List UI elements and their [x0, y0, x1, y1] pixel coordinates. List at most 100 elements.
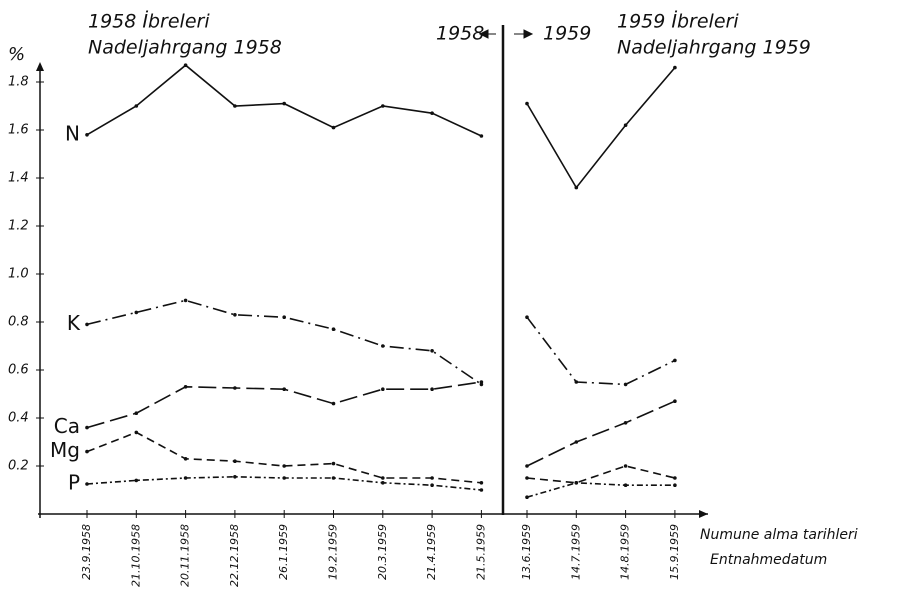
point: [479, 481, 484, 485]
x-tick-label: 23.9.1958: [80, 524, 93, 580]
point: [623, 123, 628, 127]
point: [183, 457, 188, 461]
point: [525, 315, 529, 320]
point: [479, 134, 484, 138]
point: [331, 461, 336, 466]
point: [134, 104, 139, 108]
point: [134, 310, 139, 315]
point: [430, 111, 434, 115]
y-tick-label: 0.4: [8, 411, 29, 426]
point: [381, 387, 385, 392]
y-tick-label: 1.2: [8, 219, 29, 234]
panel-subtitle: Nadeljahrgang 1959: [617, 37, 811, 59]
x-tick-label: 21.5.1959: [474, 524, 487, 580]
point: [381, 344, 385, 348]
y-tick-label: 1.0: [8, 267, 29, 282]
point: [525, 476, 529, 480]
point: [430, 349, 434, 353]
period-marker: 1959: [543, 23, 591, 45]
x-tick-label: 21.4.1959: [425, 524, 438, 580]
series-line: [86, 431, 482, 484]
point: [85, 425, 89, 430]
x-axis-label: Entnahmedatum: [710, 552, 827, 568]
x-tick-label: 15.9.1959: [668, 524, 681, 580]
y-tick-label: 1.6: [8, 123, 29, 138]
point: [430, 483, 434, 488]
point: [282, 315, 287, 320]
point: [673, 476, 677, 480]
point: [430, 476, 434, 480]
point: [233, 459, 237, 464]
point: [673, 358, 677, 363]
point: [331, 327, 336, 332]
y-tick-label: 0.6: [8, 363, 29, 378]
point: [85, 133, 89, 137]
point: [525, 101, 529, 106]
series-label: P: [68, 471, 80, 495]
x-tick-label: 19.2.1959: [327, 524, 340, 580]
point: [574, 440, 579, 444]
x-tick-label: 14.7.1959: [569, 524, 582, 580]
point: [233, 104, 237, 108]
x-tick-label: 22.12.1958: [228, 524, 241, 587]
period-marker: 1958: [436, 23, 484, 45]
point: [331, 401, 336, 406]
point: [381, 104, 385, 108]
point: [623, 464, 628, 468]
point: [525, 464, 529, 468]
point: [134, 430, 139, 435]
point: [623, 421, 628, 425]
series-label: N: [65, 121, 80, 145]
point: [233, 386, 237, 390]
point: [282, 101, 287, 106]
point: [85, 449, 89, 454]
point: [574, 481, 579, 485]
arrow-right: [514, 29, 534, 39]
point: [430, 387, 434, 392]
point: [574, 185, 579, 190]
series-line: [526, 481, 675, 498]
series-line: [526, 67, 676, 190]
panel-subtitle: Nadeljahrgang 1958: [88, 37, 282, 59]
series-line: [526, 465, 676, 484]
point: [673, 399, 677, 404]
point: [183, 298, 188, 303]
series-line: [526, 316, 676, 386]
series-line: [526, 400, 676, 467]
y-tick-label: 0.2: [8, 459, 29, 474]
y-axis-label: %: [8, 44, 25, 65]
arrow-left: [478, 29, 496, 39]
point: [673, 65, 677, 70]
point: [134, 411, 139, 416]
point: [381, 481, 385, 485]
x-tick-label: 26.1.1959: [277, 524, 290, 580]
point: [85, 322, 89, 327]
point: [331, 125, 336, 130]
point: [331, 476, 336, 480]
point: [183, 385, 188, 389]
x-tick-label: 20.11.1958: [179, 524, 192, 587]
point: [282, 464, 287, 468]
series-label: Ca: [54, 414, 80, 438]
point: [183, 63, 188, 67]
y-tick-label: 0.8: [8, 315, 29, 330]
point: [479, 488, 484, 492]
point: [525, 495, 529, 500]
point: [233, 475, 237, 479]
x-tick-label: 20.3.1959: [376, 524, 389, 580]
panel-title: 1959 İbreleri: [617, 10, 739, 33]
point: [623, 483, 628, 488]
series-label: K: [67, 311, 81, 335]
point: [381, 476, 385, 480]
point: [233, 313, 237, 317]
x-axis-label: Numune alma tarihleri: [700, 527, 858, 543]
point: [85, 482, 89, 486]
y-tick-label: 1.8: [8, 75, 29, 90]
point: [623, 382, 628, 387]
point: [282, 387, 287, 392]
point: [574, 380, 579, 384]
y-tick-label: 1.4: [8, 171, 29, 186]
point: [479, 380, 484, 384]
point: [673, 483, 677, 488]
